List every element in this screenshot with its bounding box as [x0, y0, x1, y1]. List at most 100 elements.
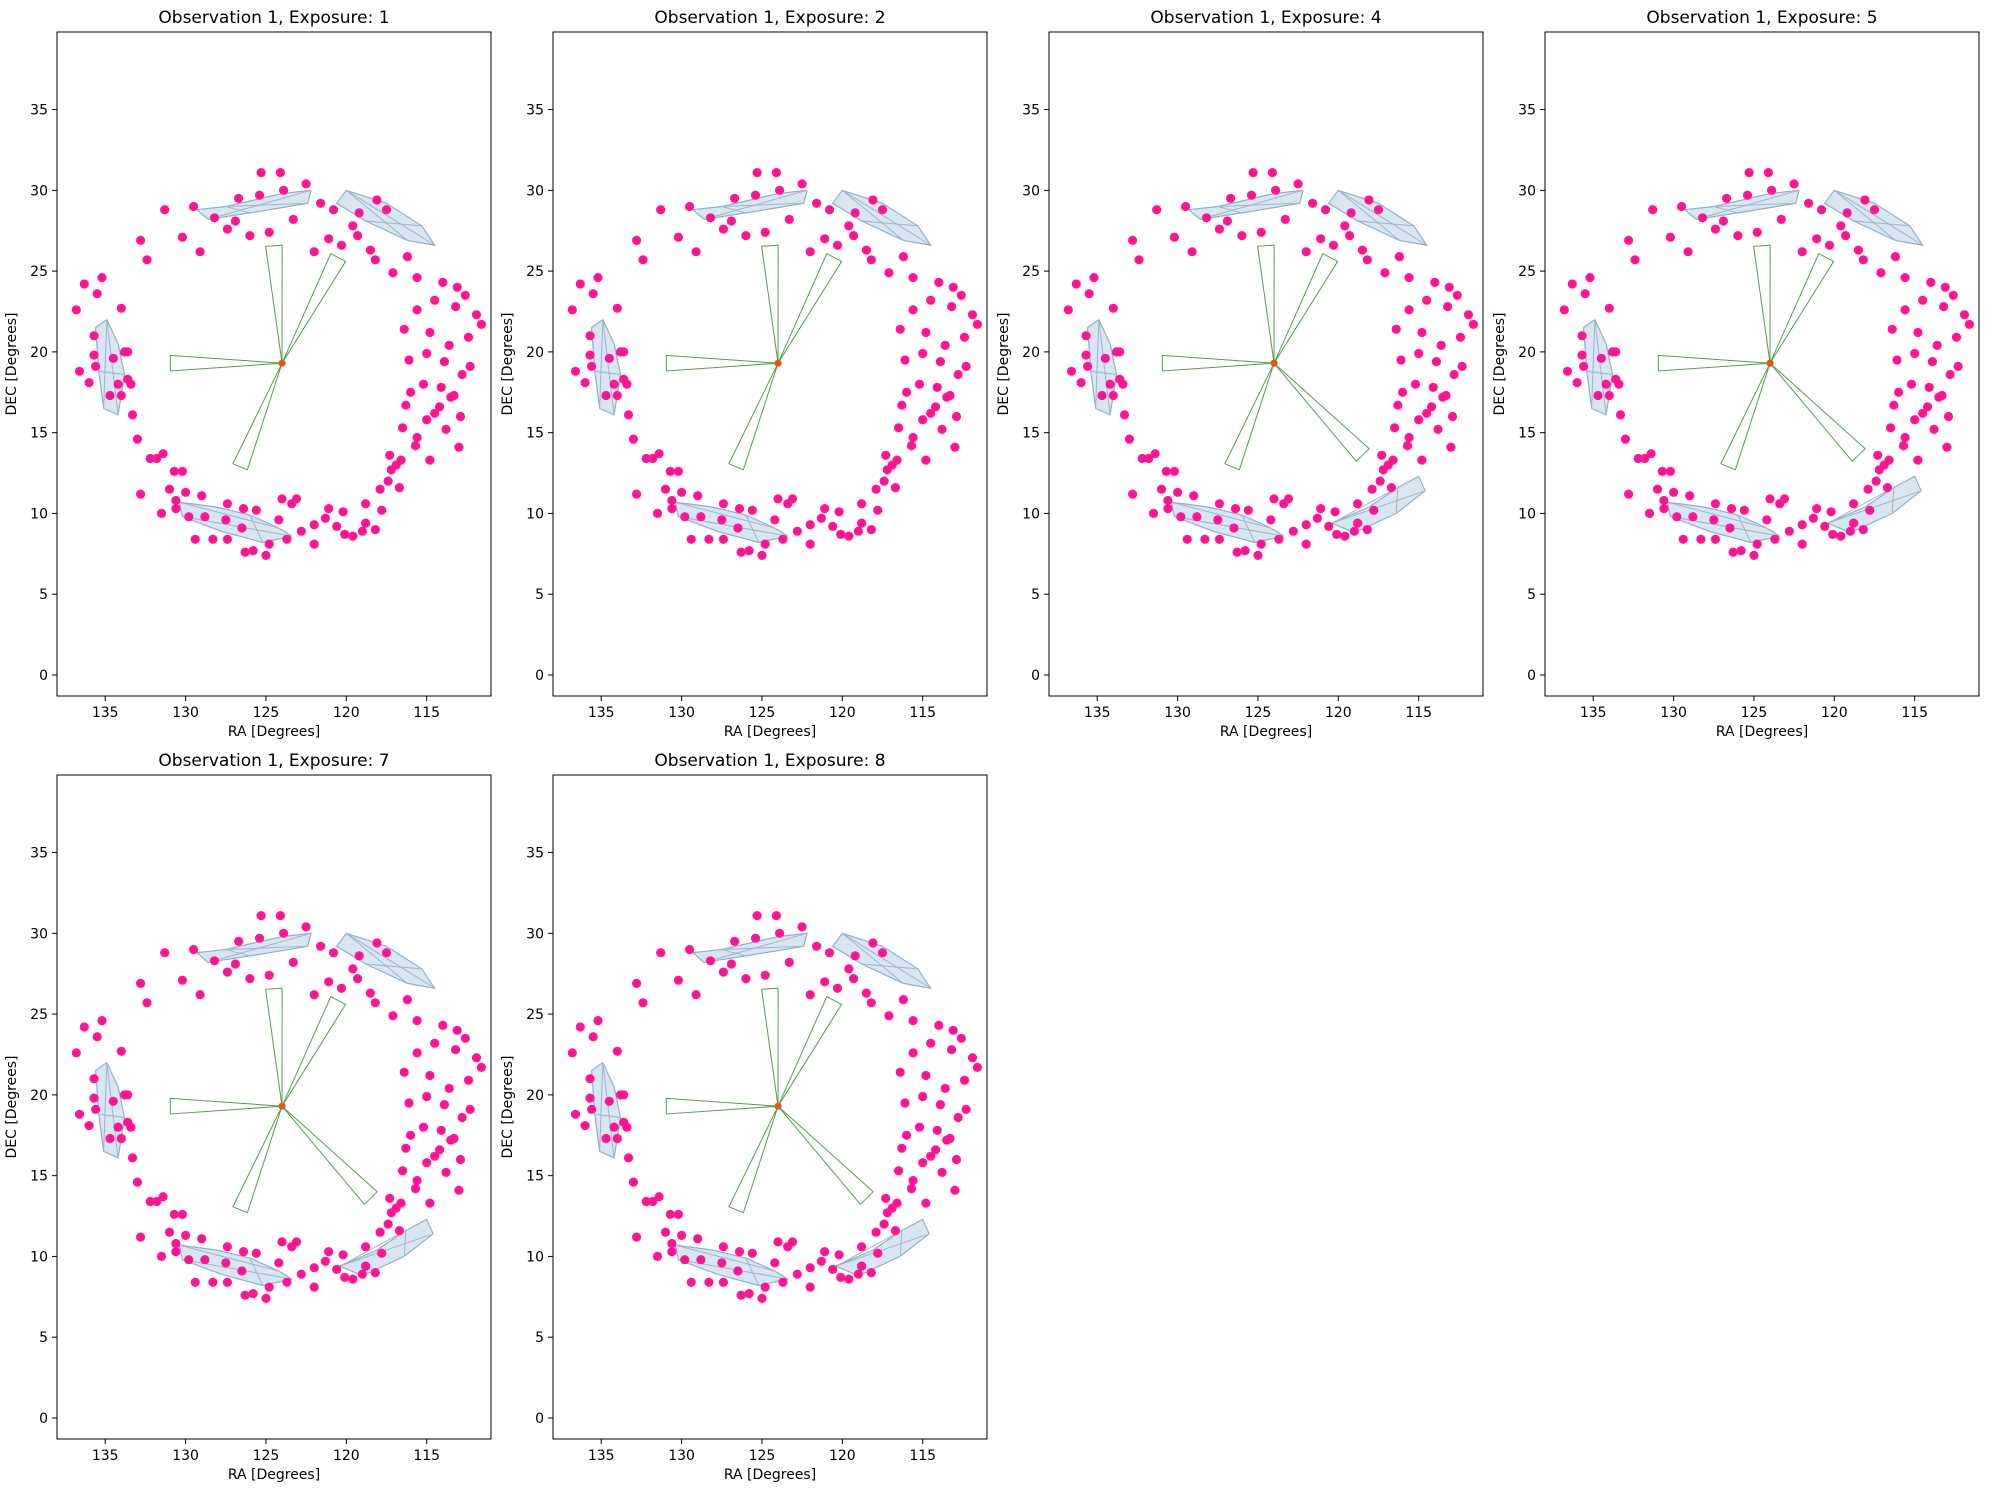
- data-point: [744, 1289, 754, 1299]
- data-point: [1373, 205, 1384, 215]
- footprint-edge: [207, 189, 312, 220]
- data-point: [797, 179, 807, 189]
- data-point: [820, 504, 830, 514]
- data-point: [279, 928, 289, 938]
- x-tick-label: 125: [1245, 705, 1272, 721]
- data-point: [1468, 319, 1478, 329]
- field-spoke: [1769, 362, 1866, 463]
- data-point: [336, 240, 347, 250]
- axes-frame: [56, 774, 492, 1440]
- data-point: [105, 1133, 115, 1144]
- x-tick-label: 125: [253, 1448, 280, 1464]
- footprint-edge: [1174, 516, 1284, 537]
- data-point: [1926, 277, 1936, 287]
- footprint-edge: [1670, 516, 1780, 537]
- x-tick-label: 120: [333, 705, 360, 721]
- data-point: [1308, 198, 1318, 208]
- data-point: [177, 232, 187, 242]
- data-point: [254, 190, 265, 200]
- data-point: [628, 434, 639, 444]
- data-point: [660, 484, 671, 494]
- data-point: [1364, 195, 1374, 205]
- subplot-title: Observation 1, Exposure: 8: [654, 751, 885, 771]
- data-point: [1105, 379, 1115, 389]
- data-point: [1362, 525, 1372, 535]
- data-point: [316, 941, 326, 951]
- data-point: [619, 347, 629, 357]
- data-point: [866, 1268, 876, 1278]
- data-point: [1417, 455, 1427, 465]
- data-point: [567, 305, 577, 315]
- data-point: [309, 539, 319, 549]
- data-point: [1301, 539, 1311, 549]
- data-point: [902, 387, 912, 397]
- footprint-edge: [599, 319, 604, 409]
- data-point: [718, 967, 729, 977]
- data-point: [935, 357, 946, 367]
- y-tick-label: 30: [526, 926, 544, 942]
- center-marker: [1270, 359, 1278, 367]
- data-point: [612, 390, 622, 401]
- detector-footprint: [335, 932, 436, 990]
- data-point: [171, 1247, 181, 1257]
- data-point: [89, 1093, 99, 1103]
- data-point: [309, 1263, 319, 1273]
- axes-frame: [552, 774, 988, 1440]
- data-point: [926, 295, 936, 305]
- footprint-edge: [678, 1259, 788, 1280]
- y-tick-label: 10: [526, 506, 544, 522]
- data-point: [309, 247, 319, 257]
- footprint-edge: [98, 370, 125, 375]
- detector-footprint: [1826, 475, 1922, 534]
- field-spoke: [281, 995, 347, 1107]
- y-tick-label: 5: [1527, 587, 1536, 603]
- data-point: [918, 1158, 928, 1168]
- data-point: [1201, 213, 1212, 223]
- detector-footprint: [831, 932, 932, 990]
- x-tick-label: 120: [1821, 705, 1848, 721]
- data-point: [853, 1269, 864, 1279]
- data-point: [665, 1209, 675, 1219]
- data-point: [181, 487, 191, 497]
- data-point: [1353, 499, 1363, 509]
- data-point: [410, 1184, 421, 1194]
- axes-frame: [1544, 31, 1980, 697]
- data-point: [171, 504, 181, 514]
- data-point: [1144, 453, 1154, 464]
- data-point: [463, 1075, 474, 1085]
- y-tick-label: 15: [526, 426, 544, 442]
- subplot-title: Observation 1, Exposure: 7: [158, 751, 389, 771]
- footprint-edge: [602, 1062, 615, 1158]
- data-point: [435, 1145, 445, 1155]
- y-tick-label: 25: [30, 264, 48, 280]
- data-point: [152, 453, 162, 464]
- x-tick-label: 115: [413, 1448, 440, 1464]
- data-point: [190, 534, 200, 544]
- data-point: [91, 1104, 101, 1114]
- footprint-edge: [842, 932, 932, 989]
- data-point: [422, 1091, 432, 1102]
- data-point: [1380, 268, 1390, 278]
- data-point: [1939, 302, 1949, 312]
- data-point: [324, 504, 334, 514]
- y-tick-label: 20: [1518, 345, 1536, 361]
- data-point: [221, 515, 231, 525]
- x-tick-label: 115: [909, 705, 936, 721]
- data-point: [1927, 357, 1937, 367]
- data-point: [245, 231, 255, 241]
- data-point: [879, 1219, 889, 1229]
- data-point: [604, 353, 614, 363]
- data-point: [1763, 168, 1773, 178]
- x-tick-label: 130: [172, 705, 199, 721]
- y-tick-label: 30: [1518, 183, 1536, 199]
- data-point: [844, 964, 854, 974]
- data-point: [951, 1154, 962, 1165]
- subplot-panel: 135 130 125 120 115 0 5 10 15 20 25 30 35 Observation…: [500, 8, 988, 740]
- data-point: [950, 442, 960, 452]
- x-axis-label: RA [Degrees]: [724, 1467, 816, 1483]
- footprint-edge: [1098, 319, 1111, 415]
- data-point: [575, 279, 585, 289]
- x-tick-label: 135: [588, 705, 615, 721]
- data-point: [309, 1282, 319, 1292]
- footprint-edge: [207, 932, 312, 963]
